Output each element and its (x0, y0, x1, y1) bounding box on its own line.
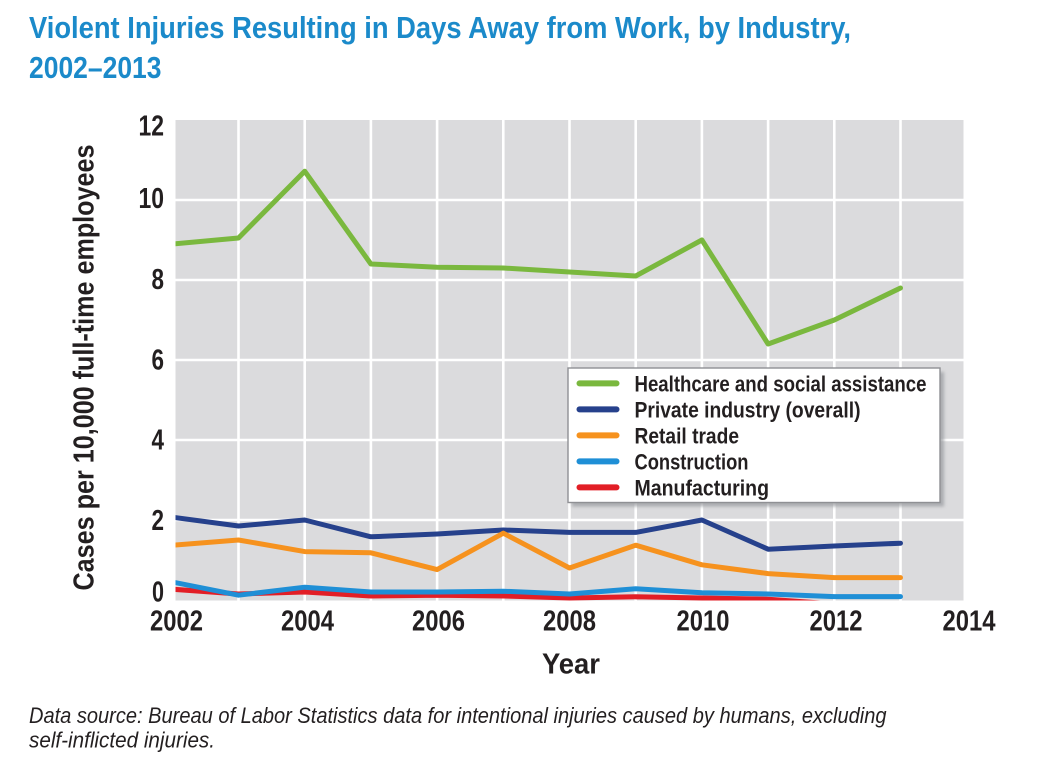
svg-text:4: 4 (152, 425, 165, 457)
svg-text:Retail trade: Retail trade (635, 424, 740, 449)
svg-text:Year: Year (542, 649, 600, 681)
svg-text:2006: 2006 (412, 606, 465, 638)
svg-text:self-inflicted injuries.: self-inflicted injuries. (29, 728, 215, 753)
svg-text:2: 2 (152, 505, 165, 537)
svg-text:2010: 2010 (677, 606, 730, 638)
svg-text:6: 6 (152, 345, 165, 377)
svg-text:10: 10 (139, 183, 165, 215)
svg-text:2012: 2012 (810, 606, 863, 638)
svg-text:2014: 2014 (943, 606, 996, 638)
svg-text:Violent Injuries Resulting in: Violent Injuries Resulting in Days Away … (29, 11, 851, 45)
svg-text:2008: 2008 (543, 606, 596, 638)
svg-text:0: 0 (152, 577, 164, 609)
svg-text:Construction: Construction (635, 450, 749, 475)
svg-text:2002–2013: 2002–2013 (29, 51, 162, 85)
svg-text:2002: 2002 (150, 606, 203, 638)
svg-text:Manufacturing: Manufacturing (635, 476, 770, 501)
svg-text:Data source: Bureau of Labor S: Data source: Bureau of Labor Statistics … (29, 703, 887, 728)
svg-text:12: 12 (139, 111, 165, 143)
svg-text:Cases per 10,000 full-time emp: Cases per 10,000 full-time employees (69, 145, 101, 591)
svg-text:Healthcare and social assistan: Healthcare and social assistance (635, 372, 927, 397)
svg-text:Private industry (overall): Private industry (overall) (635, 398, 861, 423)
svg-text:2004: 2004 (281, 606, 334, 638)
svg-text:8: 8 (152, 264, 165, 296)
